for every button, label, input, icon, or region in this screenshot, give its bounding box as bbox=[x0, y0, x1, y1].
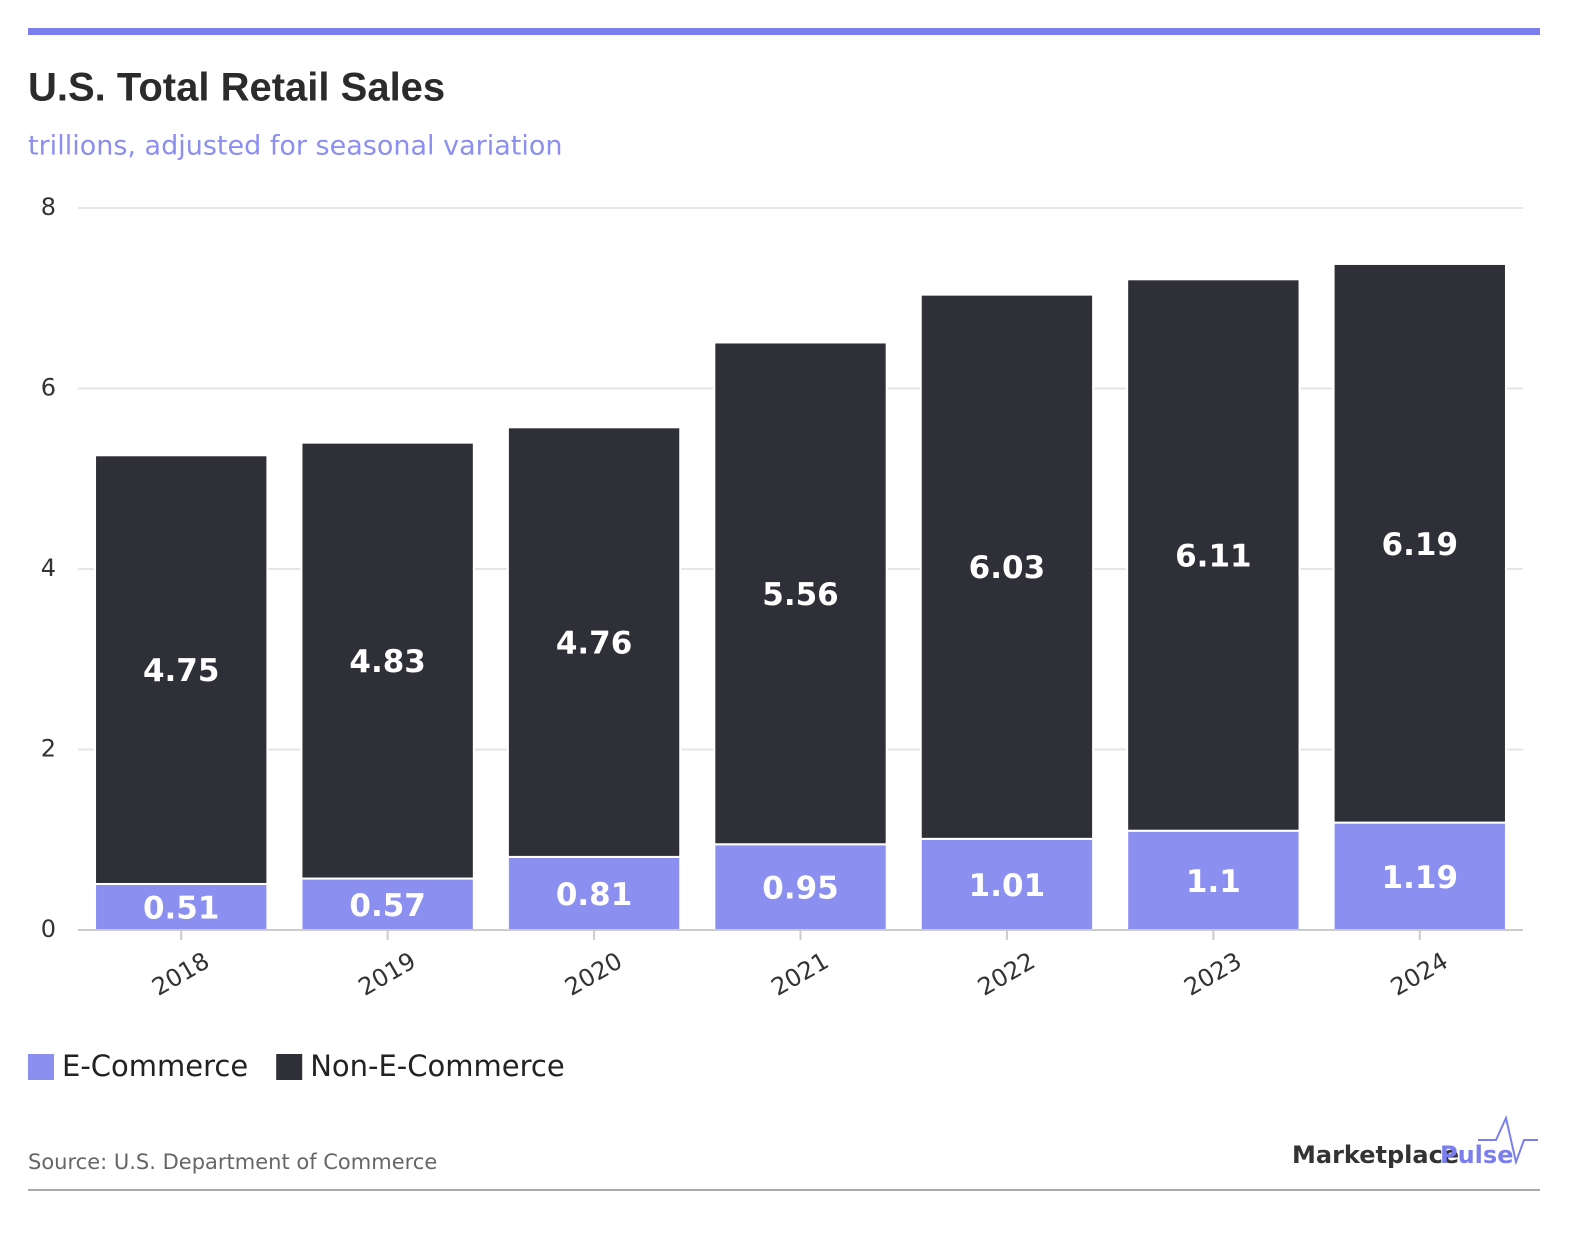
x-tick-label: 2018 bbox=[147, 947, 214, 1002]
data-label: 4.75 bbox=[143, 653, 220, 689]
data-label: 0.57 bbox=[349, 888, 426, 924]
bar-segment bbox=[300, 877, 475, 931]
data-label: 1.19 bbox=[1382, 860, 1459, 896]
legend-swatch bbox=[276, 1054, 303, 1080]
bar-segment bbox=[506, 426, 682, 858]
chart-title: U.S. Total Retail Sales bbox=[28, 66, 445, 110]
brand-logo bbox=[1478, 1114, 1538, 1166]
data-label: 1.1 bbox=[1186, 864, 1241, 900]
x-tick-label: 2024 bbox=[1386, 947, 1453, 1002]
bar-segment bbox=[919, 293, 1095, 840]
source-note: Source: U.S. Department of Commerce bbox=[28, 1150, 437, 1174]
y-tick-label: 8 bbox=[41, 193, 56, 221]
brand-name-accent: Pulse bbox=[1440, 1141, 1513, 1169]
x-tick-label: 2022 bbox=[973, 947, 1040, 1002]
y-tick-label: 2 bbox=[41, 735, 56, 763]
y-tick-label: 4 bbox=[41, 554, 56, 582]
x-tick-label: 2021 bbox=[767, 947, 834, 1002]
bar-segment bbox=[1332, 262, 1507, 824]
legend-label: Non-E-Commerce bbox=[310, 1049, 564, 1083]
data-label: 4.83 bbox=[349, 644, 426, 680]
x-tick-label: 2020 bbox=[560, 947, 627, 1002]
data-label: 0.81 bbox=[556, 877, 633, 913]
bar-segment bbox=[713, 341, 888, 846]
bar-segment bbox=[919, 837, 1095, 931]
bar-segment bbox=[506, 855, 682, 932]
bar-segment bbox=[1332, 821, 1507, 931]
bar-segment bbox=[94, 454, 269, 885]
y-tick-label: 6 bbox=[41, 374, 56, 402]
chart-subtitle: trillions, adjusted for seasonal variati… bbox=[28, 131, 563, 162]
bar-segment bbox=[1126, 278, 1301, 832]
data-label: 0.95 bbox=[762, 871, 839, 907]
legend-swatch bbox=[28, 1054, 54, 1080]
bar-segment bbox=[713, 843, 888, 932]
accent-bar bbox=[28, 28, 1540, 35]
x-tick-label: 2023 bbox=[1179, 947, 1246, 1002]
data-label: 6.03 bbox=[969, 550, 1046, 586]
legend-label: E-Commerce bbox=[62, 1049, 248, 1083]
data-label: 1.01 bbox=[969, 868, 1046, 904]
bar-segment bbox=[1126, 829, 1301, 931]
y-tick-label: 0 bbox=[41, 915, 56, 943]
x-tick-label: 2019 bbox=[354, 947, 421, 1002]
data-label: 6.11 bbox=[1175, 539, 1252, 575]
bar-segment bbox=[300, 441, 475, 880]
data-label: 6.19 bbox=[1382, 527, 1459, 563]
data-label: 5.56 bbox=[762, 577, 839, 613]
data-label: 4.76 bbox=[556, 626, 633, 662]
data-label: 0.51 bbox=[143, 890, 220, 926]
brand-name: Marketplace bbox=[1292, 1141, 1459, 1169]
